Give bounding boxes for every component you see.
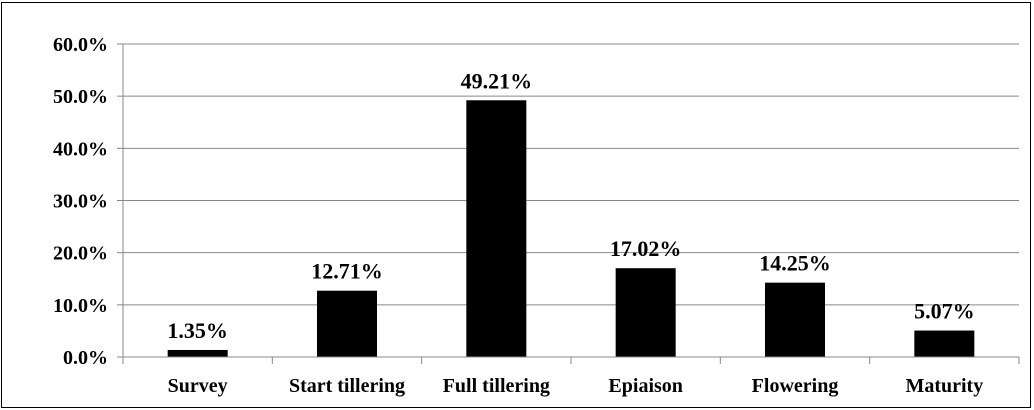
bar	[317, 290, 377, 357]
bars	[167, 100, 975, 357]
bar	[914, 330, 975, 357]
y-tick-label: 60.0%	[53, 34, 108, 56]
y-tick-label: 10.0%	[53, 295, 108, 317]
data-label: 49.21%	[461, 68, 533, 93]
x-category-label: Full tillering	[443, 375, 550, 397]
y-tick-label: 50.0%	[53, 86, 108, 108]
x-category-label: Flowering	[752, 375, 839, 397]
x-category-label: Start tillering	[289, 375, 405, 397]
y-tick-label: 20.0%	[53, 243, 108, 265]
data-labels: 1.35% 12.71% 49.21% 17.02% 14.25% 5.07%	[167, 68, 974, 343]
data-label: 12.71%	[311, 259, 383, 284]
x-category-label: Maturity	[905, 375, 983, 397]
data-label: 17.02%	[610, 236, 682, 261]
bar	[615, 268, 676, 357]
data-label: 5.07%	[914, 299, 975, 324]
bar	[167, 349, 228, 357]
gridlines	[123, 43, 1019, 306]
x-category-label: Survey	[168, 375, 228, 397]
y-tick-label: 0.0%	[63, 347, 108, 369]
data-label: 14.25%	[759, 251, 831, 276]
data-label: 1.35%	[167, 318, 228, 343]
bar	[765, 282, 825, 357]
y-tick-label: 30.0%	[53, 191, 108, 213]
y-axis-ticks: 0.0% 10.0% 20.0% 30.0% 40.0% 50.0% 60.0%	[53, 34, 123, 369]
x-axis: Survey Start tillering Full tillering Epiai…	[122, 44, 1020, 397]
bar	[466, 100, 527, 357]
x-category-label: Epiaison	[608, 375, 682, 397]
y-tick-label: 40.0%	[53, 138, 108, 160]
